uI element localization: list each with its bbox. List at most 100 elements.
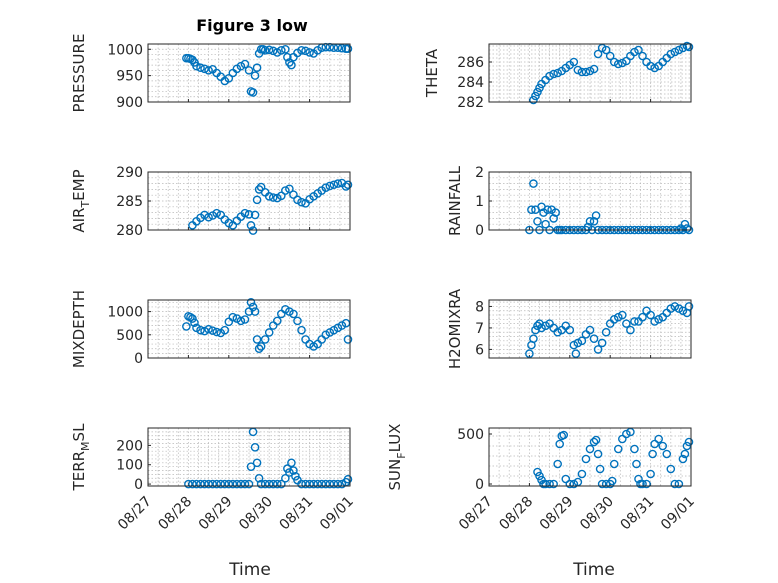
data-point bbox=[272, 48, 282, 57]
data-point bbox=[192, 479, 201, 489]
data-point bbox=[597, 338, 607, 348]
data-point bbox=[309, 479, 318, 489]
data-point bbox=[670, 47, 680, 57]
data-point bbox=[545, 479, 554, 489]
data-point bbox=[559, 430, 569, 440]
axes-border bbox=[147, 299, 351, 359]
data-point bbox=[305, 479, 314, 489]
data-point bbox=[186, 312, 195, 322]
ytick-label: 0 bbox=[134, 351, 143, 367]
data-point bbox=[250, 443, 260, 452]
ytick-label: 282 bbox=[457, 95, 484, 111]
data-point bbox=[609, 459, 619, 469]
data-point bbox=[585, 216, 595, 226]
data-point bbox=[250, 307, 260, 316]
ytick-label: 7 bbox=[475, 321, 484, 337]
data-point bbox=[674, 479, 684, 489]
data-point bbox=[565, 479, 575, 489]
ylabel-mixdepth: MIXDEPTH bbox=[70, 290, 88, 368]
data-point bbox=[240, 479, 250, 489]
data-point bbox=[589, 216, 599, 226]
ytick-label: 950 bbox=[116, 69, 143, 85]
data-point bbox=[333, 479, 343, 489]
data-point bbox=[240, 315, 250, 324]
data-point bbox=[305, 48, 314, 57]
data-point bbox=[204, 212, 213, 222]
data-point bbox=[529, 179, 538, 188]
data-point bbox=[236, 61, 246, 71]
data-point bbox=[589, 64, 599, 74]
data-point bbox=[613, 444, 623, 454]
data-point bbox=[289, 309, 298, 319]
data-point bbox=[666, 464, 676, 474]
data-point bbox=[281, 44, 290, 54]
data-point bbox=[289, 466, 298, 475]
data-point bbox=[529, 334, 538, 343]
data-point bbox=[589, 437, 599, 447]
xtick-label: 08/30 bbox=[236, 494, 276, 534]
data-point bbox=[256, 342, 266, 351]
ylabel-terr-msl: TERRMSL bbox=[70, 423, 92, 492]
ytick-label: 8 bbox=[475, 299, 484, 315]
data-point bbox=[250, 71, 260, 80]
data-point bbox=[573, 65, 583, 75]
data-point bbox=[208, 479, 217, 489]
data-point bbox=[589, 334, 599, 343]
data-point bbox=[646, 310, 655, 320]
data-point bbox=[622, 429, 631, 439]
data-point bbox=[297, 479, 306, 489]
data-point bbox=[200, 326, 209, 336]
ytick-label: 500 bbox=[116, 328, 143, 344]
data-point bbox=[533, 87, 542, 97]
data-point bbox=[601, 45, 611, 55]
data-point bbox=[581, 67, 591, 77]
data-point bbox=[593, 49, 603, 59]
data-point bbox=[200, 64, 209, 74]
axes-border bbox=[147, 43, 351, 103]
data-point bbox=[597, 479, 607, 489]
data-point bbox=[321, 183, 331, 192]
data-point bbox=[200, 479, 209, 489]
data-point bbox=[642, 479, 651, 489]
data-point bbox=[618, 310, 627, 320]
ytick-label: 100 bbox=[116, 458, 143, 474]
data-point bbox=[593, 449, 603, 459]
data-point bbox=[549, 69, 558, 79]
ytick-label: 280 bbox=[116, 223, 143, 239]
xtick-label: 09/01 bbox=[658, 494, 698, 534]
ytick-label: 0 bbox=[475, 477, 484, 493]
plot-area-6: 0 100 200 bbox=[116, 427, 353, 493]
ylabel-air-temp: AIRTEMP bbox=[70, 169, 92, 232]
data-point bbox=[329, 180, 339, 190]
data-point bbox=[268, 46, 278, 56]
data-point bbox=[188, 479, 197, 489]
data-point bbox=[248, 88, 258, 97]
data-point bbox=[248, 226, 258, 235]
data-point bbox=[216, 479, 226, 489]
data-point bbox=[260, 46, 270, 55]
data-point bbox=[220, 479, 230, 489]
data-point bbox=[531, 91, 540, 101]
data-point bbox=[553, 68, 562, 78]
data-point bbox=[224, 479, 234, 489]
data-point bbox=[244, 66, 254, 75]
data-point bbox=[591, 435, 601, 445]
figure-title: Figure 3 low bbox=[196, 16, 308, 35]
data-point bbox=[535, 83, 544, 93]
xtick-label: 08/27 bbox=[456, 494, 496, 534]
data-point bbox=[541, 479, 550, 489]
data-point bbox=[605, 51, 615, 61]
data-point bbox=[212, 479, 221, 489]
data-point bbox=[535, 471, 544, 481]
data-point bbox=[638, 479, 647, 489]
data-point bbox=[632, 459, 641, 469]
xtick-label: 08/28 bbox=[155, 494, 195, 534]
data-point bbox=[184, 479, 193, 489]
data-point bbox=[240, 208, 250, 218]
data-point bbox=[297, 46, 306, 55]
data-point bbox=[297, 197, 306, 207]
axes-border bbox=[488, 171, 692, 231]
xtick-label: 08/31 bbox=[618, 494, 658, 534]
data-point bbox=[204, 66, 213, 75]
data-point bbox=[301, 479, 310, 489]
